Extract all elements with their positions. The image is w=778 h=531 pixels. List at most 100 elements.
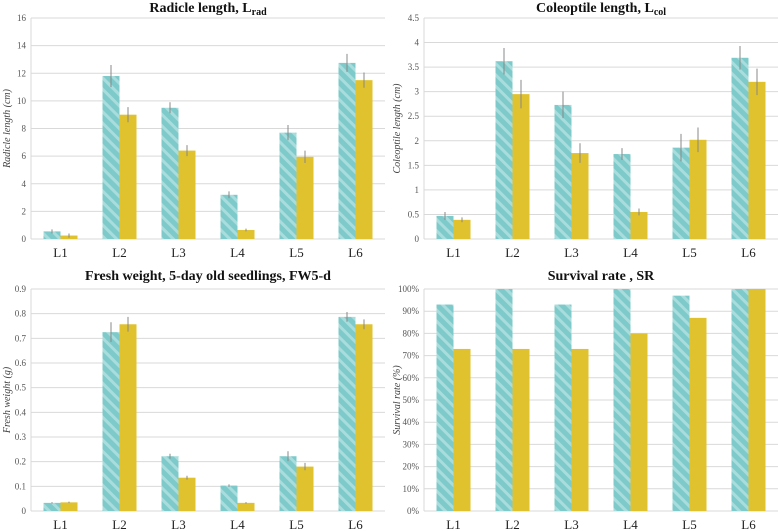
- bar-2: [748, 81, 766, 239]
- y-tick-label: 0.2: [15, 457, 26, 467]
- y-tick-label: 0.4: [15, 407, 27, 417]
- bar-2: [60, 502, 78, 511]
- x-tick-label: L1: [446, 517, 460, 531]
- chart-title: Radicle length, Lrad: [149, 1, 267, 18]
- x-tick-label: L4: [230, 517, 245, 531]
- bar-1: [338, 316, 356, 511]
- bar-1: [43, 231, 61, 239]
- y-tick-label: 20%: [403, 462, 420, 472]
- y-tick-label: 16: [17, 13, 27, 23]
- bar-1: [554, 104, 572, 239]
- chart-title: Survival rate , SR: [548, 269, 655, 284]
- x-tick-label: L4: [623, 517, 638, 531]
- y-tick-label: 4.5: [408, 13, 420, 23]
- y-tick-label: 4: [415, 38, 420, 48]
- bar-1: [161, 107, 179, 239]
- y-tick-label: 90%: [403, 306, 420, 316]
- y-tick-label: 0.5: [408, 209, 420, 219]
- y-tick-label: 0: [415, 234, 420, 244]
- bar-1: [495, 61, 513, 240]
- chart-title-main: Radicle length, L: [149, 1, 251, 16]
- y-tick-label: 3.5: [408, 62, 420, 72]
- y-tick-label: 14: [17, 41, 27, 51]
- bar-1: [279, 456, 297, 511]
- bar-2: [453, 348, 471, 511]
- x-tick-label: L2: [112, 245, 126, 260]
- y-tick-label: 1: [415, 185, 420, 195]
- x-tick-label: L3: [171, 245, 185, 260]
- chart-title-subscript: rad: [252, 7, 267, 18]
- y-tick-label: 3: [415, 87, 420, 97]
- x-tick-label: L2: [505, 517, 519, 531]
- bar-2: [512, 348, 530, 511]
- y-tick-label: 50%: [403, 395, 420, 405]
- y-tick-label: 10: [17, 96, 27, 106]
- x-tick-label: L5: [289, 517, 303, 531]
- bar-2: [178, 150, 196, 239]
- bar-1: [436, 215, 454, 239]
- y-tick-label: 0.1: [15, 481, 26, 491]
- chart-title-main: Fresh weight, 5-day old seedlings, FW5-d: [85, 269, 331, 284]
- bar-1: [43, 502, 61, 511]
- y-tick-label: 70%: [403, 351, 420, 361]
- bar-1: [220, 194, 238, 239]
- y-tick-label: 2.5: [408, 111, 420, 121]
- y-tick-label: 0: [22, 506, 27, 516]
- x-tick-label: L6: [741, 517, 756, 531]
- bar-2: [630, 211, 648, 239]
- y-tick-label: 100%: [398, 284, 420, 294]
- bar-2: [119, 324, 137, 511]
- y-tick-label: 80%: [403, 328, 420, 338]
- y-tick-label: 0.3: [15, 432, 27, 442]
- bar-1: [102, 332, 120, 511]
- chart-title: Fresh weight, 5-day old seedlings, FW5-d: [85, 269, 331, 284]
- bar-2: [237, 230, 255, 239]
- bar-2: [453, 219, 471, 239]
- bar-1: [672, 147, 690, 239]
- x-tick-label: L6: [348, 245, 363, 260]
- bar-2: [630, 333, 648, 511]
- bar-2: [178, 477, 196, 511]
- x-tick-label: L6: [741, 245, 756, 260]
- x-tick-label: L4: [230, 245, 245, 260]
- x-tick-label: L1: [53, 517, 67, 531]
- y-axis-label: Radicle length (cm): [2, 88, 13, 169]
- bar-1: [613, 154, 631, 239]
- x-tick-label: L3: [171, 517, 185, 531]
- bar-1: [731, 57, 749, 239]
- x-tick-label: L5: [289, 245, 303, 260]
- bar-1: [554, 304, 572, 511]
- bar-1: [161, 456, 179, 511]
- y-tick-label: 12: [17, 68, 26, 78]
- bar-2: [296, 466, 314, 511]
- bar-2: [512, 94, 530, 239]
- y-tick-label: 0.6: [15, 358, 27, 368]
- x-tick-label: L5: [682, 245, 696, 260]
- y-tick-label: 40%: [403, 417, 420, 427]
- bar-2: [296, 156, 314, 239]
- y-tick-label: 2: [22, 206, 27, 216]
- y-tick-label: 1.5: [408, 160, 420, 170]
- y-tick-label: 0.7: [15, 333, 27, 343]
- y-tick-label: 6: [22, 151, 27, 161]
- y-tick-label: 0%: [407, 506, 420, 516]
- bar-1: [338, 62, 356, 239]
- bar-2: [571, 153, 589, 239]
- bar-1: [672, 295, 690, 511]
- chart-panel-1: Radicle length, Lrad Radicle length (cm) 0…: [2, 1, 385, 260]
- x-tick-label: L4: [623, 245, 638, 260]
- x-tick-label: L1: [446, 245, 460, 260]
- y-tick-label: 4: [22, 179, 27, 189]
- chart-title: Coleoptile length, Lcol: [536, 1, 666, 18]
- chart-title-subscript: col: [654, 7, 666, 18]
- y-tick-label: 0: [22, 234, 27, 244]
- bar-1: [495, 289, 513, 511]
- chart-panel-4: Survival rate , SR Survival rate (%) 0% 10%…: [392, 269, 778, 531]
- x-tick-label: L2: [505, 245, 519, 260]
- x-tick-label: L1: [53, 245, 67, 260]
- y-tick-label: 0.5: [15, 383, 27, 393]
- y-axis-label: Survival rate (%): [392, 365, 403, 435]
- y-tick-label: 8: [22, 124, 27, 134]
